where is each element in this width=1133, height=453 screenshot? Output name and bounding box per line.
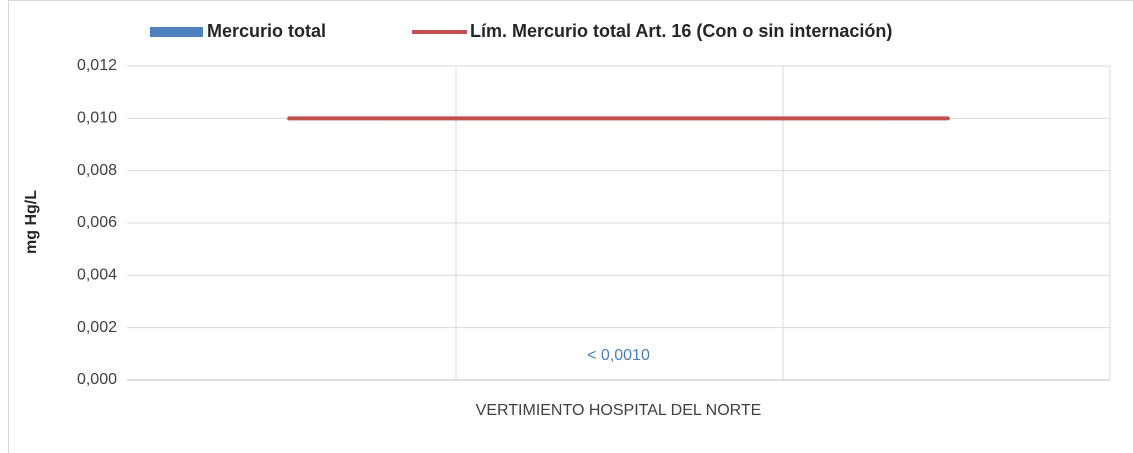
data-label: < 0,0010 — [587, 347, 650, 364]
chart-border — [8, 0, 1133, 453]
y-tick-label: 0,002 — [77, 319, 117, 336]
legend-label: Lím. Mercurio total Art. 16 (Con o sin i… — [470, 21, 892, 41]
y-tick-label: 0,012 — [77, 57, 117, 74]
y-axis-label: mg Hg/L — [23, 190, 40, 254]
legend-swatch — [150, 27, 203, 37]
y-tick-label: 0,010 — [77, 110, 117, 127]
y-tick-label: 0,004 — [77, 267, 117, 284]
y-tick-label: 0,008 — [77, 162, 117, 179]
y-tick-label: 0,000 — [77, 371, 117, 388]
legend-label: Mercurio total — [207, 21, 326, 41]
x-tick-label: VERTIMIENTO HOSPITAL DEL NORTE — [475, 402, 762, 419]
y-tick-label: 0,006 — [77, 214, 117, 231]
